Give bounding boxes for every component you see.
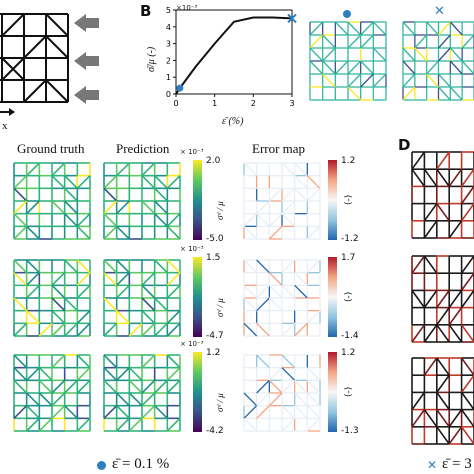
- y-tick-label: 0: [166, 90, 171, 99]
- chart-frame: [175, 9, 293, 95]
- x-axis-label: x: [2, 120, 8, 132]
- y-tick-label: 5: [166, 6, 171, 15]
- marker-circle-icon: [343, 10, 351, 18]
- field-row: × 10⁻³ 1.5 -4.7 σᵈ / μ 1.7 -1.4 (-): [0, 245, 400, 347]
- arrow-icon: [74, 52, 86, 70]
- error-colorbar-label: (-): [344, 291, 354, 302]
- panel-d-lattice-2: [411, 255, 474, 343]
- prediction-field: [103, 162, 181, 240]
- colorbar-scale: × 10⁻³: [180, 340, 204, 348]
- data-point-x: [287, 13, 297, 24]
- chart-scale-note: ×10⁻³: [176, 4, 198, 12]
- error-colorbar-min: -1.4: [341, 331, 359, 341]
- marker-x-icon: ✕: [434, 4, 445, 19]
- panel-label-b: B: [140, 2, 152, 20]
- panel-d-lattice-1: [411, 151, 474, 239]
- ground-truth-field: [13, 259, 91, 337]
- field-row: × 10⁻³ 2.0 -5.0 σᵈ / μ 1.2 -1.2 (-): [0, 148, 400, 250]
- stress-colorbar: [193, 257, 202, 337]
- x-tick-label: 1: [212, 99, 217, 108]
- arrow-icon: [74, 86, 86, 104]
- prediction-field: [103, 354, 181, 432]
- error-colorbar-max: 1.7: [341, 253, 356, 263]
- x-tick-label: 0: [173, 99, 178, 108]
- ground-truth-field: [13, 162, 91, 240]
- colorbar-max: 1.2: [206, 348, 221, 358]
- lattice-snapshot-large-strain: [402, 21, 474, 101]
- footer-strain-small: ε̄ = 0.1 %: [112, 456, 170, 472]
- load-arrows: [74, 10, 100, 104]
- panel-a-lattice: [0, 13, 69, 103]
- column-header-error: Error map: [252, 141, 306, 156]
- arrow-icon: [74, 14, 86, 32]
- error-colorbar-max: 1.2: [341, 348, 356, 358]
- column-header-truth: Ground truth: [17, 141, 85, 156]
- colorbar-min: -5.0: [206, 234, 224, 244]
- ground-truth-field: [13, 354, 91, 432]
- error-colorbar-min: -1.3: [341, 426, 359, 436]
- x-axis-arrow: [0, 111, 10, 113]
- lattice-snapshot-small-strain: [309, 21, 387, 101]
- error-colorbar-max: 1.2: [341, 156, 356, 166]
- colorbar-min: -4.2: [206, 426, 224, 436]
- chart-xlabel: ε̄ (%): [222, 116, 244, 127]
- field-row: × 10⁻³ 1.2 -4.2 σᵈ / μ 1.2 -1.3 (-): [0, 340, 400, 442]
- error-colorbar: [328, 352, 337, 432]
- colorbar-label: σᵈ / μ: [215, 393, 225, 412]
- stress-colorbar: [193, 160, 202, 240]
- x-tick-label: 3: [289, 99, 294, 108]
- footer-marker-circle-icon: [97, 461, 106, 470]
- y-tick-label: 1: [166, 73, 171, 82]
- y-tick-label: 2: [166, 56, 171, 65]
- x-tick-label: 2: [251, 99, 256, 108]
- footer-marker-x-icon: ✕: [427, 458, 438, 472]
- colorbar-label: σᵈ / μ: [215, 298, 225, 317]
- panel-d-lattice-3: [411, 357, 474, 445]
- footer-strain-large: ε̄ = 3: [442, 456, 472, 472]
- stress-strain-chart: 5 4 3 2 1 00 1 2 3: [166, 6, 297, 108]
- colorbar-scale: × 10⁻³: [180, 148, 204, 156]
- stress-colorbar: [193, 352, 202, 432]
- colorbar-max: 1.5: [206, 253, 221, 263]
- error-colorbar-min: -1.2: [341, 234, 359, 244]
- error-colorbar: [328, 257, 337, 337]
- error-colorbar-label: (-): [344, 386, 354, 397]
- error-colorbar: [328, 160, 337, 240]
- colorbar-max: 2.0: [206, 156, 221, 166]
- error-map-field: [243, 259, 321, 337]
- error-map-field: [243, 354, 321, 432]
- series-line: [175, 16, 293, 95]
- y-tick-label: 4: [166, 23, 171, 32]
- prediction-field: [103, 259, 181, 337]
- error-colorbar-label: (-): [344, 194, 354, 205]
- colorbar-scale: × 10⁻³: [180, 245, 204, 253]
- panel-label-d: D: [398, 136, 411, 154]
- column-header-prediction: Prediction: [116, 141, 170, 156]
- colorbar-min: -4.7: [206, 331, 224, 341]
- y-tick-label: 3: [166, 40, 171, 49]
- colorbar-label: σᵈ / μ: [215, 201, 225, 220]
- data-point-circle: [176, 84, 184, 92]
- error-map-field: [243, 162, 321, 240]
- x-axis-arrowhead: [9, 108, 15, 116]
